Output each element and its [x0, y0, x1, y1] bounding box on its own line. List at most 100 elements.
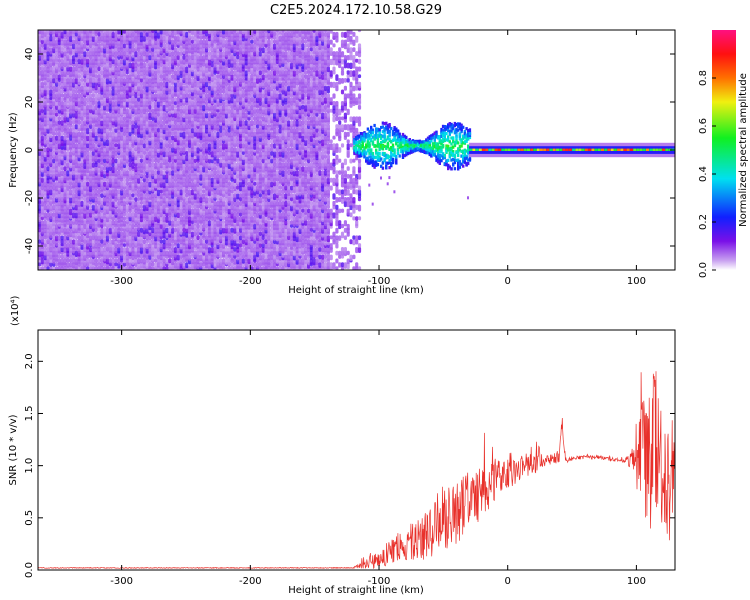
- spectrogram-cell: [80, 104, 84, 111]
- spectrogram-cell: [134, 216, 138, 222]
- spectrogram-cell: [103, 104, 107, 111]
- spectrogram-cell: [156, 254, 161, 260]
- spectrogram-cell: [134, 51, 138, 58]
- spectrogram-cell: [91, 127, 95, 134]
- spectrogram-cell: [168, 30, 172, 35]
- spectrogram-cell: [120, 231, 124, 236]
- spectrogram-cell: [120, 235, 124, 243]
- spectrogram-cell: [193, 108, 197, 114]
- spectrogram-cell: [125, 74, 129, 79]
- spectrogram-cell: [213, 239, 217, 245]
- spectrogram-cell: [207, 55, 212, 60]
- spectrogram-cell: [77, 235, 81, 240]
- spectrogram-cell: [205, 185, 209, 191]
- spectrogram-cell: [168, 181, 172, 189]
- spectrogram-cell: [173, 247, 178, 254]
- spectrogram-cell: [222, 51, 226, 58]
- spectrogram-cell: [74, 193, 78, 199]
- spectrogram-cell: [111, 120, 115, 126]
- spectrogram-cell: [131, 223, 135, 229]
- spectrogram-cell: [241, 78, 245, 83]
- spectrogram-cell: [66, 112, 70, 118]
- spectrogram-cell: [196, 216, 200, 222]
- spectrogram-cell: [122, 120, 127, 127]
- spectrogram-cell: [179, 147, 183, 154]
- spectrogram-cell: [52, 39, 56, 47]
- spectrogram-cell: [171, 243, 175, 248]
- spectrogram-cell: [86, 127, 90, 135]
- spectrogram-cell: [66, 108, 70, 113]
- spectrogram-cell: [213, 74, 217, 81]
- spectrogram-cell: [114, 78, 118, 84]
- spectrogram-cell: [114, 66, 118, 73]
- spectrogram-cell: [142, 131, 146, 138]
- spectrogram-cell: [111, 166, 115, 174]
- spectrogram-cell: [111, 101, 115, 108]
- spectrogram-cell: [156, 174, 161, 181]
- spectrogram-cell: [89, 85, 93, 92]
- spectrogram-cell: [159, 250, 163, 257]
- spectrogram-cell: [122, 93, 127, 100]
- spectrogram-cell: [108, 258, 112, 264]
- spectrogram-cell: [80, 139, 84, 145]
- spectrogram-cell: [77, 239, 81, 246]
- spectrogram-cell: [142, 30, 146, 33]
- spectrogram-cell: [244, 112, 248, 118]
- spectrogram-cell: [125, 51, 129, 58]
- spectrogram-cell: [66, 139, 70, 146]
- spectrogram-cell: [134, 43, 138, 49]
- spectrogram-cell: [193, 151, 197, 157]
- spectrogram-cell: [233, 258, 237, 265]
- spectrogram-cell: [145, 151, 149, 158]
- spectrogram-cell: [151, 104, 155, 109]
- spectrogram-cell: [193, 43, 197, 48]
- spectrogram-cell: [196, 243, 200, 249]
- spectrogram-cell: [122, 181, 127, 187]
- spectrogram-cell: [185, 262, 189, 269]
- spectrogram-cell: [219, 93, 223, 100]
- spectrogram-cell: [38, 185, 42, 190]
- spectrogram-cell: [69, 197, 73, 204]
- spectrogram-cell: [176, 30, 180, 35]
- spectrogram-cell: [207, 158, 212, 164]
- spectrogram-cell: [46, 127, 50, 134]
- spectrogram-cell: [171, 162, 175, 170]
- spectrogram-cell: [40, 181, 44, 187]
- spectrogram-cell: [219, 200, 223, 208]
- spectrogram-cell: [63, 243, 67, 250]
- spectrogram-cell: [111, 189, 115, 196]
- spectrogram-cell: [148, 170, 152, 177]
- spectrogram-cell: [111, 231, 115, 238]
- spectrogram-cell: [148, 239, 152, 244]
- spectrogram-cell: [176, 151, 180, 156]
- spectrogram-cell: [247, 181, 251, 188]
- spectrogram-cell: [213, 62, 217, 68]
- spectrogram-cell: [57, 66, 61, 72]
- spectrogram-cell: [196, 154, 200, 161]
- spectrogram-cell: [145, 139, 149, 145]
- spectrogram-cell: [179, 216, 183, 222]
- spectrogram-cell: [137, 231, 141, 237]
- spectrogram-cell: [120, 58, 124, 65]
- spectrogram-cell: [46, 81, 50, 89]
- spectrogram-cell: [77, 174, 81, 179]
- spectrogram-cell: [74, 181, 78, 188]
- spectrogram-cell: [114, 35, 118, 43]
- spectrogram-cell: [219, 243, 223, 248]
- spectrogram-cell: [63, 170, 67, 175]
- spectrogram-cell: [216, 139, 220, 144]
- spectrogram-cell: [173, 162, 178, 168]
- spectrogram-cell: [222, 78, 226, 85]
- spectrogram-cell: [43, 70, 47, 76]
- spectrogram-cell: [244, 30, 248, 35]
- spectrogram-cell: [52, 58, 56, 66]
- spectrogram-cell: [114, 220, 118, 226]
- spectrogram-cell: [173, 189, 178, 196]
- spectrogram-cell: [60, 120, 64, 126]
- spectrogram-cell: [216, 220, 220, 227]
- spectrogram-cell: [46, 97, 50, 103]
- spectrogram-cell: [139, 181, 144, 187]
- spectrogram-cell: [165, 216, 169, 223]
- spectrogram-cell: [256, 78, 260, 84]
- spectrogram-cell: [250, 93, 254, 98]
